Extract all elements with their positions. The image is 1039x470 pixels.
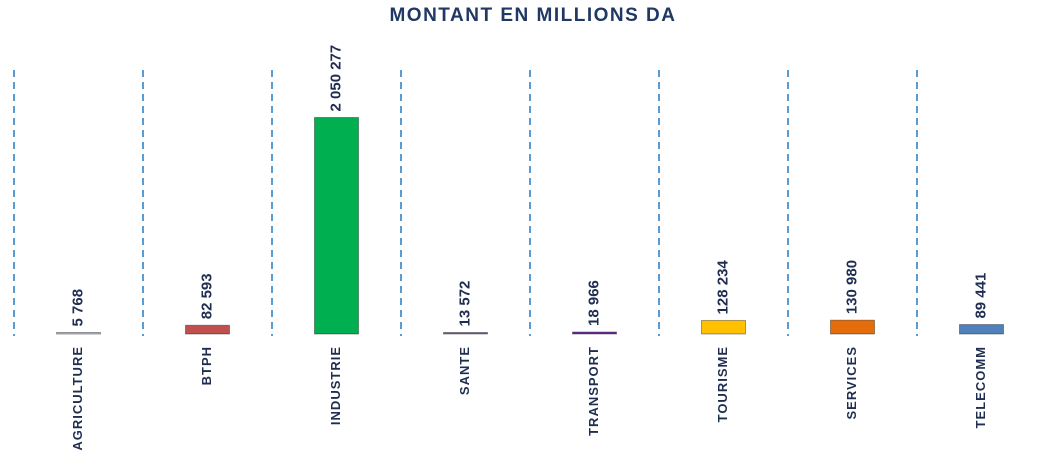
value-label: 18 966: [585, 280, 602, 326]
value-label: 89 441: [972, 273, 989, 319]
x-tick-label: SERVICES: [844, 346, 859, 420]
bar: [185, 324, 230, 335]
chart-title: MONTANT EN MILLIONS DA: [389, 5, 676, 26]
x-tick-label: TRANSPORT: [586, 346, 601, 436]
x-tick-label: SANTE: [457, 346, 472, 395]
value-label: 130 980: [843, 260, 860, 314]
bar: [314, 116, 359, 335]
value-label: 2 050 277: [327, 45, 344, 112]
value-label: 128 234: [714, 260, 731, 315]
x-tick-label: INDUSTRIE: [328, 346, 343, 425]
x-tick-label: TOURISME: [715, 346, 730, 422]
bar: [443, 332, 488, 335]
bar: [56, 332, 101, 335]
bar: [701, 319, 746, 335]
bar: [830, 319, 875, 335]
value-label: 82 593: [198, 273, 215, 319]
bar: [959, 324, 1004, 335]
x-tick-label: AGRICULTURE: [70, 346, 85, 451]
x-tick-label: BTPH: [199, 346, 214, 385]
value-label: 13 572: [456, 281, 473, 327]
value-label: 5 768: [69, 289, 86, 327]
x-tick-label: TELECOMM: [973, 346, 988, 428]
separators: [13, 70, 918, 336]
bar: [572, 331, 617, 335]
